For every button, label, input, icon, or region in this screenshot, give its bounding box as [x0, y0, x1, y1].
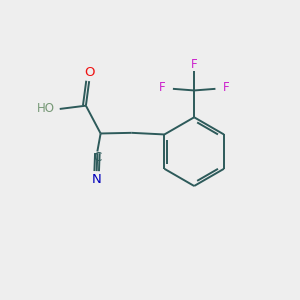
Text: N: N	[92, 173, 102, 186]
Text: C: C	[94, 151, 102, 164]
Text: F: F	[191, 58, 197, 71]
Text: F: F	[159, 81, 166, 94]
Text: F: F	[223, 81, 229, 94]
Text: O: O	[84, 67, 95, 80]
Text: HO: HO	[37, 102, 55, 115]
